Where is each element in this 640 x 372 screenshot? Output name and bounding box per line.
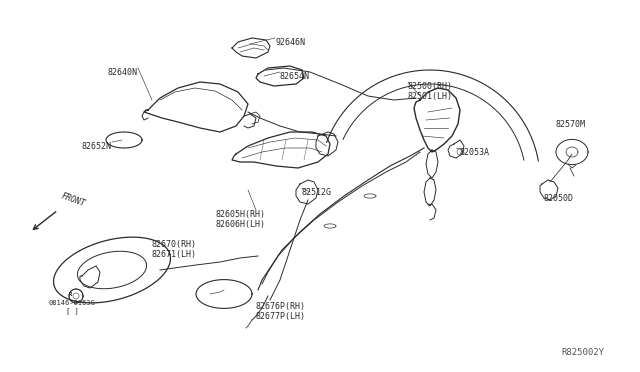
Text: 82640N: 82640N — [108, 68, 138, 77]
Text: 82050D: 82050D — [544, 194, 574, 203]
Text: 08146-6163G
[ ]: 08146-6163G [ ] — [49, 300, 95, 314]
Text: 82570M: 82570M — [556, 120, 586, 129]
Text: 92646N: 92646N — [275, 38, 305, 47]
Text: 82676P(RH)
82677P(LH): 82676P(RH) 82677P(LH) — [256, 302, 306, 321]
Text: 82053A: 82053A — [460, 148, 490, 157]
Text: R: R — [68, 292, 72, 296]
Text: 82670(RH)
82671(LH): 82670(RH) 82671(LH) — [152, 240, 197, 259]
Text: 82500(RH)
82501(LH): 82500(RH) 82501(LH) — [408, 82, 453, 102]
Text: 82605H(RH)
82606H(LH): 82605H(RH) 82606H(LH) — [216, 210, 266, 230]
Text: FRONT: FRONT — [60, 191, 86, 208]
Text: 82652N: 82652N — [82, 142, 112, 151]
Text: 82654N: 82654N — [280, 72, 310, 81]
Text: 82512G: 82512G — [302, 188, 332, 197]
Text: R825002Y: R825002Y — [561, 348, 604, 357]
